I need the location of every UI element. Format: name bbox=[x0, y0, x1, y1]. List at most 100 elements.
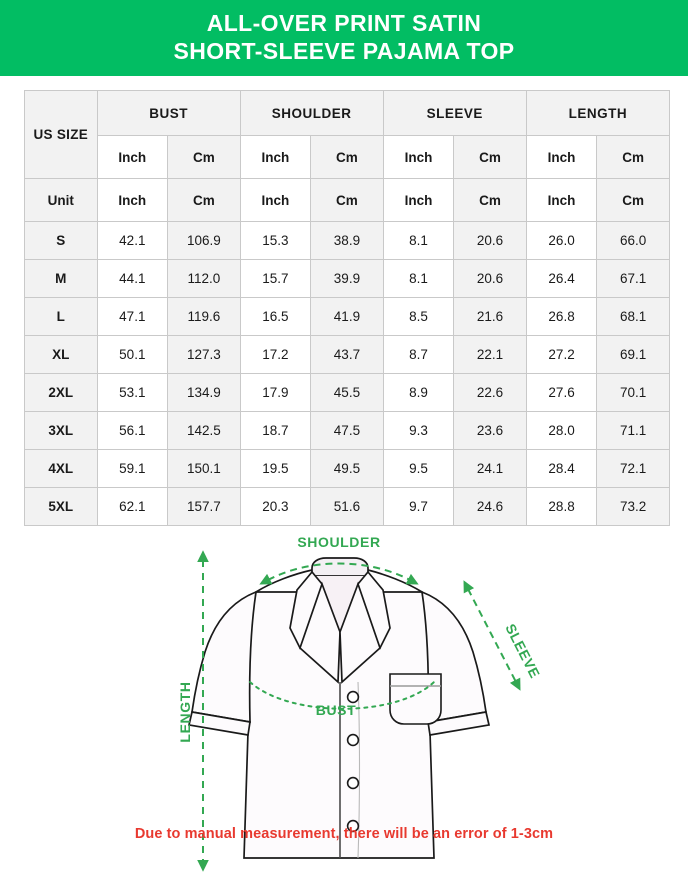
header-group-length: LENGTH bbox=[525, 90, 671, 136]
table-cell: 106.9 bbox=[167, 221, 241, 260]
header-group-shoulder: SHOULDER bbox=[239, 90, 384, 136]
table-cell: 20.6 bbox=[453, 221, 527, 260]
table-cell: 73.2 bbox=[596, 487, 670, 526]
header-length-inch: Inch bbox=[525, 135, 598, 179]
table-cell: 17.2 bbox=[239, 335, 312, 374]
table-unit-header-row: Inch Cm Inch Cm Inch Cm Inch Cm bbox=[25, 135, 670, 179]
table-cell: 47.1 bbox=[96, 297, 169, 336]
table-row: 2XL 53.1 134.9 17.9 45.5 8.9 22.6 27.6 70.1 bbox=[24, 373, 670, 412]
table-cell: 50.1 bbox=[96, 335, 169, 374]
row-size-label: M bbox=[24, 259, 98, 298]
table-cell: 53.1 bbox=[96, 373, 169, 412]
table-row: 4XL 59.1 150.1 19.5 49.5 9.5 24.1 28.4 72.1 bbox=[24, 449, 670, 488]
table-cell: 9.3 bbox=[382, 411, 455, 450]
table-cell: 27.6 bbox=[525, 373, 598, 412]
table-cell: 22.1 bbox=[453, 335, 527, 374]
table-cell: 22.6 bbox=[453, 373, 527, 412]
unit-sleeve-cm: Cm bbox=[453, 178, 527, 222]
unit-shoulder-inch: Inch bbox=[239, 178, 312, 222]
garment-button-3 bbox=[346, 776, 360, 790]
table-cell: 24.1 bbox=[453, 449, 527, 488]
row-size-label: 4XL bbox=[24, 449, 98, 488]
header-length-cm: Cm bbox=[596, 135, 670, 179]
table-row: S 42.1 106.9 15.3 38.9 8.1 20.6 26.0 66.0 bbox=[24, 221, 670, 260]
table-cell: 41.9 bbox=[310, 297, 384, 336]
table-cell: 28.8 bbox=[525, 487, 598, 526]
table-row: 3XL 56.1 142.5 18.7 47.5 9.3 23.6 28.0 71.1 bbox=[24, 411, 670, 450]
row-size-label: S bbox=[24, 221, 98, 260]
table-cell: 19.5 bbox=[239, 449, 312, 488]
table-cell: 49.5 bbox=[310, 449, 384, 488]
garment-collar-left bbox=[299, 581, 341, 684]
table-cell: 47.5 bbox=[310, 411, 384, 450]
garment-diagram: SHOULDER SLEEVE BUST LENGTH bbox=[0, 532, 688, 882]
table-cell: 18.7 bbox=[239, 411, 312, 450]
table-cell: 26.4 bbox=[525, 259, 598, 298]
table-cell: 39.9 bbox=[310, 259, 384, 298]
table-cell: 28.0 bbox=[525, 411, 598, 450]
header-group-sleeve: SLEEVE bbox=[382, 90, 527, 136]
header-group-bust: BUST bbox=[96, 90, 241, 136]
table-cell: 68.1 bbox=[596, 297, 670, 336]
table-cell: 112.0 bbox=[167, 259, 241, 298]
table-cell: 28.4 bbox=[525, 449, 598, 488]
table-cell: 134.9 bbox=[167, 373, 241, 412]
unit-length-cm: Cm bbox=[596, 178, 670, 222]
header-sleeve-cm: Cm bbox=[453, 135, 527, 179]
row-size-label: L bbox=[24, 297, 98, 336]
garment-button-2 bbox=[346, 733, 360, 747]
table-cell: 72.1 bbox=[596, 449, 670, 488]
table-unit-label-row: Unit Inch Cm Inch Cm Inch Cm Inch Cm bbox=[24, 178, 670, 222]
unit-bust-inch: Inch bbox=[96, 178, 169, 222]
table-cell: 127.3 bbox=[167, 335, 241, 374]
size-table-body: S 42.1 106.9 15.3 38.9 8.1 20.6 26.0 66.0 M 44.1 11… bbox=[24, 221, 670, 526]
shoulder-measure-arrow bbox=[259, 562, 419, 585]
table-cell: 157.7 bbox=[167, 487, 241, 526]
table-cell: 62.1 bbox=[96, 487, 169, 526]
header-bust-inch: Inch bbox=[96, 135, 169, 179]
length-label: LENGTH bbox=[177, 681, 193, 742]
table-cell: 9.7 bbox=[382, 487, 455, 526]
garment-sleeve-left bbox=[191, 590, 258, 724]
unit-bust-cm: Cm bbox=[167, 178, 241, 222]
table-cell: 9.5 bbox=[382, 449, 455, 488]
garment-illustration bbox=[187, 557, 491, 859]
page-title-line-2: SHORT-SLEEVE PAJAMA TOP bbox=[173, 38, 515, 64]
table-cell: 67.1 bbox=[596, 259, 670, 298]
header-shoulder-inch: Inch bbox=[239, 135, 312, 179]
size-table-container: US SIZE BUST SHOULDER SLEEVE LENGTH Inch… bbox=[0, 76, 688, 526]
unit-length-inch: Inch bbox=[525, 178, 598, 222]
table-cell: 26.8 bbox=[525, 297, 598, 336]
sleeve-label: SLEEVE bbox=[502, 621, 543, 681]
table-cell: 38.9 bbox=[310, 221, 384, 260]
garment-button-4 bbox=[346, 819, 360, 833]
header-sleeve-inch: Inch bbox=[382, 135, 455, 179]
table-row: 5XL 62.1 157.7 20.3 51.6 9.7 24.6 28.8 73.2 bbox=[24, 487, 670, 526]
table-cell: 69.1 bbox=[596, 335, 670, 374]
table-cell: 23.6 bbox=[453, 411, 527, 450]
table-cell: 51.6 bbox=[310, 487, 384, 526]
table-cell: 8.1 bbox=[382, 259, 455, 298]
size-chart-table: US SIZE BUST SHOULDER SLEEVE LENGTH Inch… bbox=[24, 90, 671, 526]
table-cell: 20.3 bbox=[239, 487, 312, 526]
table-cell: 45.5 bbox=[310, 373, 384, 412]
garment-back-neck bbox=[311, 557, 369, 577]
table-cell: 119.6 bbox=[167, 297, 241, 336]
header-us-size: US SIZE bbox=[24, 90, 98, 179]
table-cell: 15.3 bbox=[239, 221, 312, 260]
table-cell: 24.6 bbox=[453, 487, 527, 526]
table-row: L 47.1 119.6 16.5 41.9 8.5 21.6 26.8 68.1 bbox=[24, 297, 670, 336]
garment-button-1 bbox=[346, 690, 360, 704]
row-size-label: 3XL bbox=[24, 411, 98, 450]
row-size-label: 2XL bbox=[24, 373, 98, 412]
measurement-disclaimer: Due to manual measurement, there will be… bbox=[134, 826, 554, 842]
garment-cuff-right bbox=[427, 711, 491, 736]
row-size-label: 5XL bbox=[24, 487, 98, 526]
header-bust-cm: Cm bbox=[167, 135, 241, 179]
table-cell: 8.5 bbox=[382, 297, 455, 336]
header-shoulder-cm: Cm bbox=[310, 135, 384, 179]
unit-shoulder-cm: Cm bbox=[310, 178, 384, 222]
table-cell: 8.9 bbox=[382, 373, 455, 412]
bust-label: BUST bbox=[316, 702, 357, 718]
header-banner: ALL-OVER PRINT SATIN SHORT-SLEEVE PAJAMA… bbox=[0, 0, 688, 76]
